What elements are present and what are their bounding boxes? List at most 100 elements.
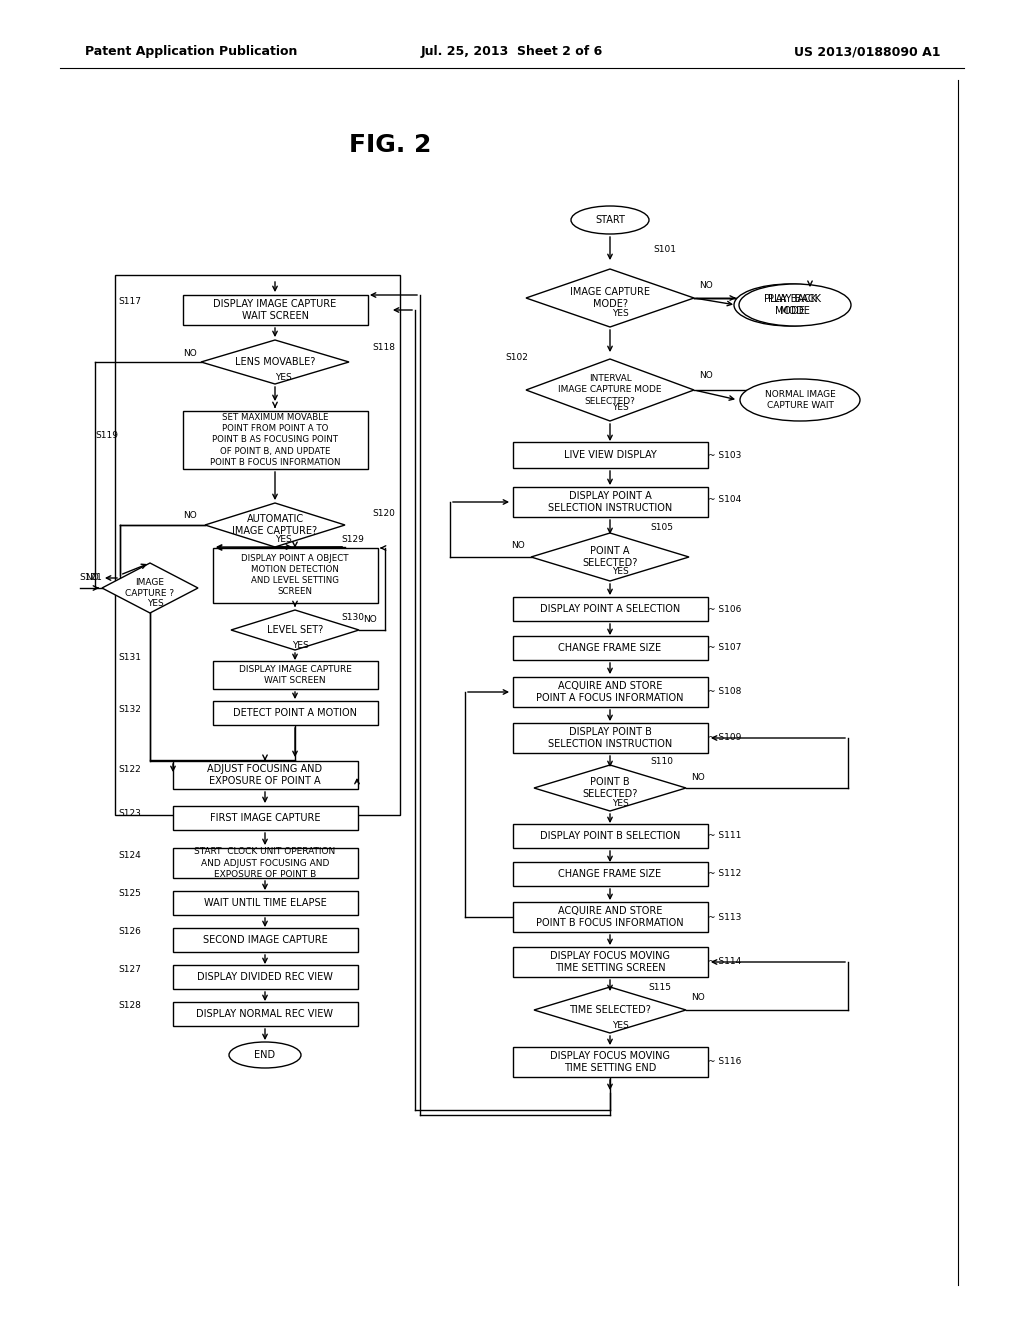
FancyBboxPatch shape: [172, 965, 357, 989]
Text: POINT A
SELECTED?: POINT A SELECTED?: [583, 545, 638, 568]
FancyBboxPatch shape: [213, 701, 378, 725]
Polygon shape: [205, 503, 345, 546]
Text: NO: NO: [511, 540, 525, 549]
Text: SET MAXIMUM MOVABLE
POINT FROM POINT A TO
POINT B AS FOCUSING POINT
OF POINT B, : SET MAXIMUM MOVABLE POINT FROM POINT A T…: [210, 413, 340, 467]
Text: NO: NO: [699, 281, 713, 289]
Text: ~ S106: ~ S106: [709, 605, 741, 614]
FancyBboxPatch shape: [172, 1002, 357, 1026]
FancyBboxPatch shape: [115, 275, 400, 814]
Text: YES: YES: [611, 1020, 629, 1030]
Text: YES: YES: [274, 374, 292, 383]
Text: ~ S108: ~ S108: [709, 688, 741, 697]
Text: ADJUST FOCUSING AND
EXPOSURE OF POINT A: ADJUST FOCUSING AND EXPOSURE OF POINT A: [208, 764, 323, 787]
Text: YES: YES: [146, 598, 164, 607]
Polygon shape: [526, 359, 694, 421]
Polygon shape: [102, 564, 198, 612]
FancyBboxPatch shape: [512, 636, 708, 660]
FancyBboxPatch shape: [512, 442, 708, 469]
Text: S122: S122: [118, 766, 140, 775]
FancyBboxPatch shape: [512, 487, 708, 517]
Text: Patent Application Publication: Patent Application Publication: [85, 45, 297, 58]
Text: US 2013/0188090 A1: US 2013/0188090 A1: [794, 45, 940, 58]
FancyBboxPatch shape: [512, 677, 708, 708]
Text: ACQUIRE AND STORE
POINT B FOCUS INFORMATION: ACQUIRE AND STORE POINT B FOCUS INFORMAT…: [537, 906, 684, 928]
Text: ~ S114: ~ S114: [709, 957, 741, 966]
Text: DISPLAY POINT B
SELECTION INSTRUCTION: DISPLAY POINT B SELECTION INSTRUCTION: [548, 727, 672, 750]
Text: DISPLAY FOCUS MOVING
TIME SETTING SCREEN: DISPLAY FOCUS MOVING TIME SETTING SCREEN: [550, 950, 670, 973]
Text: S105: S105: [650, 524, 674, 532]
Text: ~ S109: ~ S109: [709, 734, 741, 742]
FancyBboxPatch shape: [213, 661, 378, 689]
FancyBboxPatch shape: [512, 723, 708, 752]
Text: S128: S128: [118, 1002, 141, 1011]
Text: ACQUIRE AND STORE
POINT A FOCUS INFORMATION: ACQUIRE AND STORE POINT A FOCUS INFORMAT…: [537, 681, 684, 704]
Text: POINT B
SELECTED?: POINT B SELECTED?: [583, 776, 638, 799]
FancyBboxPatch shape: [182, 294, 368, 325]
FancyBboxPatch shape: [512, 862, 708, 886]
Text: WAIT UNTIL TIME ELAPSE: WAIT UNTIL TIME ELAPSE: [204, 898, 327, 908]
Text: ~ S112: ~ S112: [709, 870, 741, 879]
Text: S121: S121: [79, 573, 102, 582]
Text: S131: S131: [118, 653, 141, 663]
Text: YES: YES: [611, 799, 629, 808]
Text: DISPLAY DIVIDED REC VIEW: DISPLAY DIVIDED REC VIEW: [197, 972, 333, 982]
Text: DISPLAY NORMAL REC VIEW: DISPLAY NORMAL REC VIEW: [197, 1008, 334, 1019]
Text: DISPLAY POINT A
SELECTION INSTRUCTION: DISPLAY POINT A SELECTION INSTRUCTION: [548, 491, 672, 513]
Text: S117: S117: [118, 297, 141, 306]
Text: PLAY BACK
MODE: PLAY BACK MODE: [768, 294, 821, 315]
Text: S102: S102: [505, 354, 528, 363]
Text: YES: YES: [611, 404, 629, 412]
Ellipse shape: [739, 284, 851, 326]
Text: YES: YES: [611, 309, 629, 318]
Text: DISPLAY POINT B SELECTION: DISPLAY POINT B SELECTION: [540, 832, 680, 841]
FancyBboxPatch shape: [172, 762, 357, 789]
Text: S129: S129: [342, 536, 365, 544]
Text: SECOND IMAGE CAPTURE: SECOND IMAGE CAPTURE: [203, 935, 328, 945]
Text: ~ S103: ~ S103: [709, 450, 741, 459]
Text: ~ S113: ~ S113: [709, 912, 741, 921]
FancyBboxPatch shape: [512, 946, 708, 977]
Text: S124: S124: [118, 850, 140, 859]
Text: DISPLAY IMAGE CAPTURE
WAIT SCREEN: DISPLAY IMAGE CAPTURE WAIT SCREEN: [239, 665, 351, 685]
Text: S119: S119: [95, 430, 118, 440]
Text: ~ S107: ~ S107: [709, 644, 741, 652]
Polygon shape: [534, 766, 686, 810]
Text: S120: S120: [372, 508, 395, 517]
Ellipse shape: [740, 379, 860, 421]
Ellipse shape: [571, 206, 649, 234]
Text: NO: NO: [85, 573, 99, 582]
Text: NO: NO: [183, 511, 197, 520]
Text: ~ S116: ~ S116: [709, 1057, 741, 1067]
Text: DETECT POINT A MOTION: DETECT POINT A MOTION: [233, 708, 357, 718]
Text: S126: S126: [118, 928, 141, 936]
Text: IMAGE CAPTURE
MODE?: IMAGE CAPTURE MODE?: [570, 286, 650, 309]
Ellipse shape: [229, 1041, 301, 1068]
FancyBboxPatch shape: [512, 902, 708, 932]
Text: TIME SELECTED?: TIME SELECTED?: [569, 1005, 651, 1015]
FancyBboxPatch shape: [512, 597, 708, 620]
Text: NO: NO: [691, 772, 705, 781]
Text: S115: S115: [648, 982, 672, 991]
Text: LEVEL SET?: LEVEL SET?: [267, 624, 324, 635]
Text: NO: NO: [699, 371, 713, 380]
Text: YES: YES: [611, 568, 629, 577]
FancyBboxPatch shape: [512, 1047, 708, 1077]
Text: FIRST IMAGE CAPTURE: FIRST IMAGE CAPTURE: [210, 813, 321, 822]
Text: CHANGE FRAME SIZE: CHANGE FRAME SIZE: [558, 643, 662, 653]
Text: S110: S110: [650, 758, 674, 767]
Text: S127: S127: [118, 965, 141, 974]
Text: NO: NO: [691, 994, 705, 1002]
Text: S101: S101: [653, 246, 677, 255]
Text: DISPLAY POINT A SELECTION: DISPLAY POINT A SELECTION: [540, 605, 680, 614]
Polygon shape: [201, 341, 349, 384]
Text: Jul. 25, 2013  Sheet 2 of 6: Jul. 25, 2013 Sheet 2 of 6: [421, 45, 603, 58]
Text: AUTOMATIC
IMAGE CAPTURE?: AUTOMATIC IMAGE CAPTURE?: [232, 513, 317, 536]
Text: NO: NO: [183, 348, 197, 358]
Text: END: END: [254, 1049, 275, 1060]
FancyBboxPatch shape: [172, 807, 357, 830]
Text: DISPLAY FOCUS MOVING
TIME SETTING END: DISPLAY FOCUS MOVING TIME SETTING END: [550, 1051, 670, 1073]
FancyBboxPatch shape: [213, 548, 378, 602]
Ellipse shape: [734, 284, 846, 326]
FancyBboxPatch shape: [512, 824, 708, 847]
Text: ~ S104: ~ S104: [709, 495, 741, 504]
